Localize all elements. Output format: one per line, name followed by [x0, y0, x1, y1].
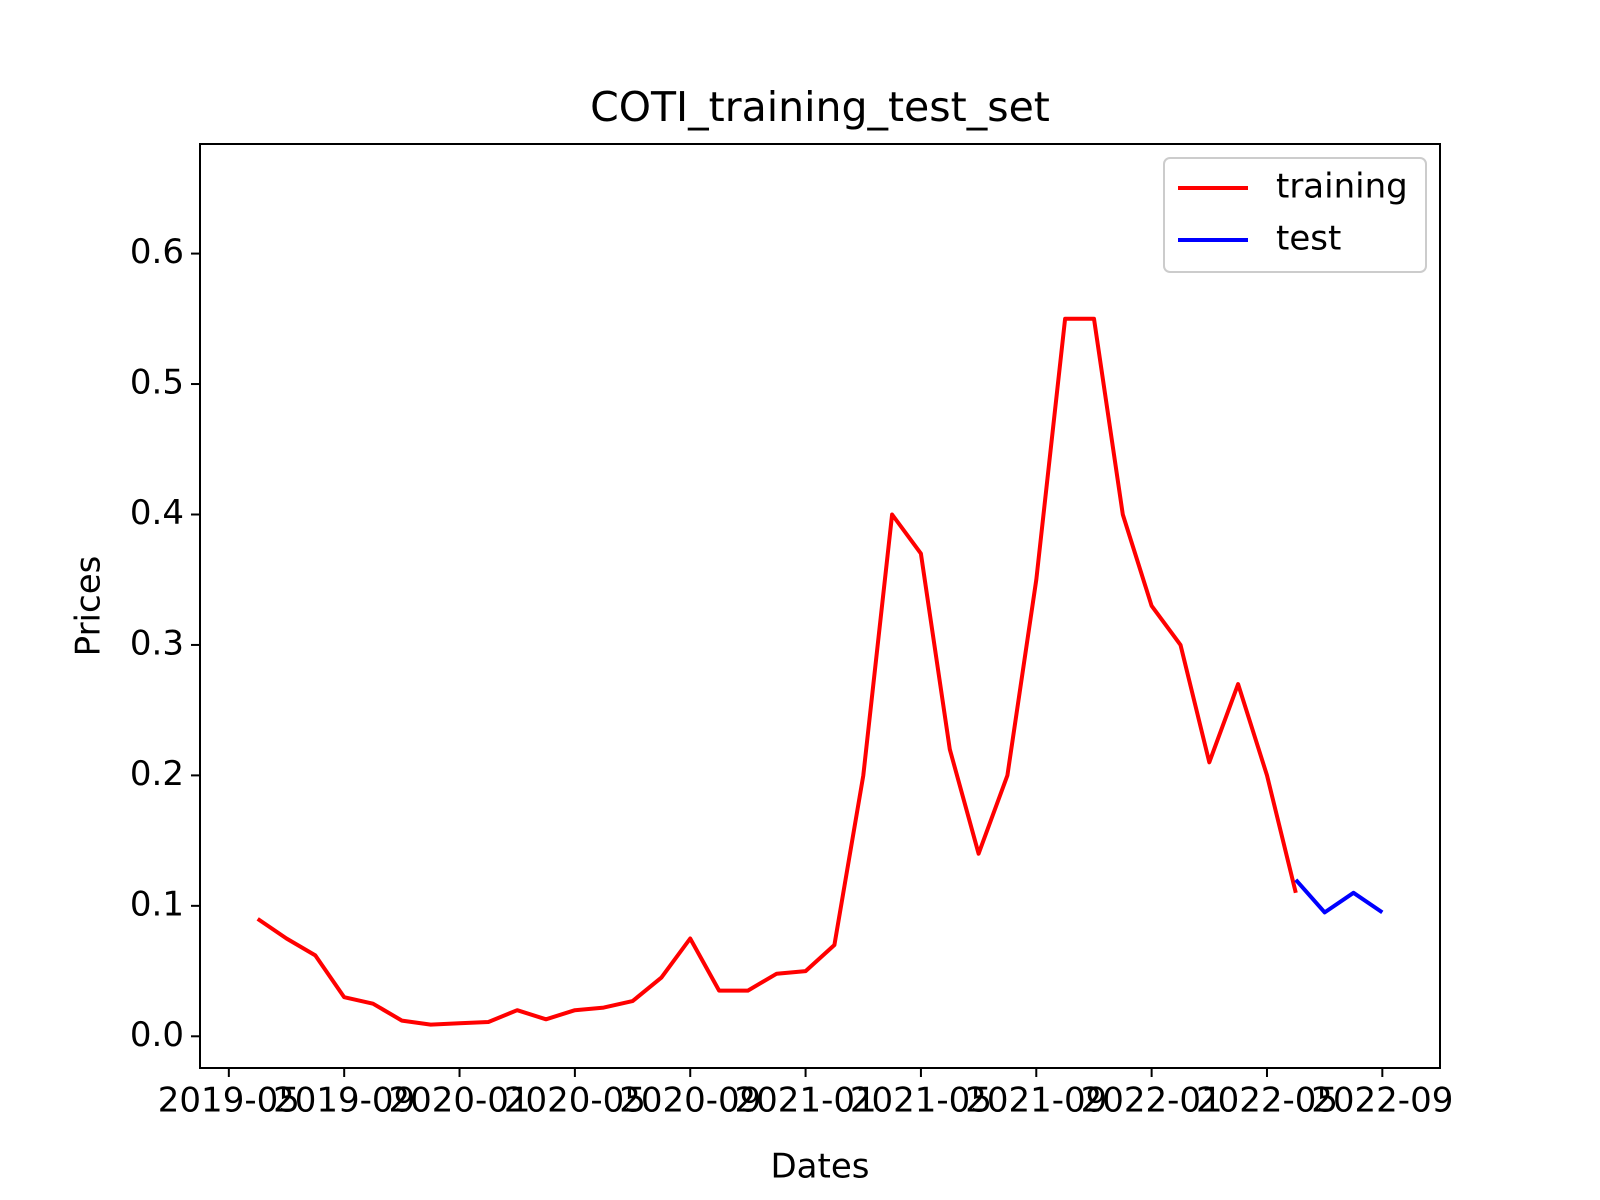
x-tick-label: 2022-09 — [1311, 1081, 1453, 1121]
legend-label: training — [1276, 167, 1408, 207]
x-tick-label: 2020-05 — [504, 1081, 646, 1121]
y-tick-label: 0.2 — [130, 754, 184, 794]
x-tick-label: 2020-01 — [389, 1081, 531, 1121]
x-axis-label: Dates — [771, 1147, 870, 1187]
x-tick-label: 2020-09 — [619, 1081, 761, 1121]
plot-frame — [199, 143, 1441, 1069]
y-tick-label: 0.4 — [130, 493, 184, 533]
y-tick-label: 0.3 — [130, 623, 184, 663]
chart-title: COTI_training_test_set — [590, 83, 1050, 131]
legend-label: test — [1276, 219, 1341, 259]
x-tick-label: 2019-05 — [158, 1081, 300, 1121]
x-tick-label: 2021-01 — [735, 1081, 877, 1121]
x-tick-label: 2021-05 — [850, 1081, 992, 1121]
y-tick-label: 0.6 — [130, 232, 184, 272]
x-tick-label: 2022-05 — [1196, 1081, 1338, 1121]
y-tick-label: 0.5 — [130, 363, 184, 403]
x-tick-label: 2022-01 — [1081, 1081, 1223, 1121]
y-tick-label: 0.1 — [130, 884, 184, 924]
series-line — [256, 316, 1298, 1027]
series-line — [1294, 878, 1384, 915]
x-tick-label: 2021-09 — [965, 1081, 1107, 1121]
y-axis-label: Prices — [69, 556, 109, 657]
x-tick-label: 2019-09 — [273, 1081, 415, 1121]
y-tick-label: 0.0 — [130, 1015, 184, 1055]
